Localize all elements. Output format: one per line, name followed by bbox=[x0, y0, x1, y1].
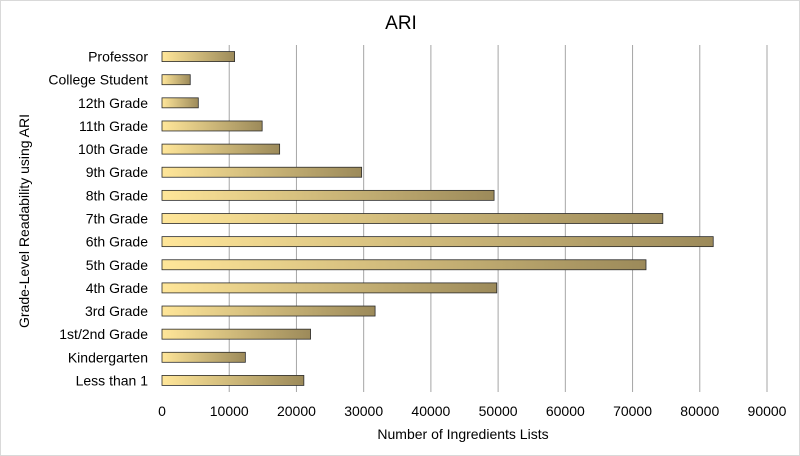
y-tick-label: 1st/2nd Grade bbox=[59, 326, 148, 342]
y-tick-label: 3rd Grade bbox=[85, 303, 148, 319]
bar bbox=[161, 282, 498, 294]
bar bbox=[161, 143, 281, 155]
x-tick-labels: 0 10000 20000 30000 40000 50000 60000 70000 8000… bbox=[158, 403, 787, 419]
x-tick-label: 40000 bbox=[411, 403, 450, 419]
x-tick-label: 50000 bbox=[479, 403, 518, 419]
y-axis-label: Grade-Level Readability using ARI bbox=[16, 114, 32, 328]
bar bbox=[161, 213, 664, 224]
x-tick-label: 0 bbox=[158, 403, 166, 419]
x-tick-label: 60000 bbox=[546, 403, 585, 419]
y-tick-labels: Professor College Student 12th Grade 11th G… bbox=[48, 49, 148, 389]
x-tick-label: 10000 bbox=[210, 403, 249, 419]
y-tick-label: 7th Grade bbox=[86, 211, 148, 227]
bars bbox=[161, 51, 714, 386]
bar bbox=[161, 166, 363, 178]
bar bbox=[161, 51, 235, 62]
x-tick-label: 20000 bbox=[277, 403, 316, 419]
y-tick-label: 11th Grade bbox=[79, 118, 148, 134]
bar bbox=[161, 120, 263, 132]
bar bbox=[161, 74, 191, 86]
bar bbox=[161, 189, 495, 201]
y-tick-label: Professor bbox=[88, 49, 148, 65]
x-tick-label: 30000 bbox=[344, 403, 383, 419]
y-tick-label: College Student bbox=[48, 72, 148, 88]
y-tick-label: Kindergarten bbox=[68, 349, 148, 365]
y-tick-label: 4th Grade bbox=[86, 280, 148, 296]
x-tick-label: 70000 bbox=[613, 403, 652, 419]
y-tick-label: 5th Grade bbox=[86, 257, 148, 273]
bar bbox=[161, 375, 305, 386]
bar bbox=[161, 259, 647, 271]
y-tick-label: 12th Grade bbox=[78, 95, 148, 111]
bar bbox=[161, 351, 246, 363]
y-tick-label: 10th Grade bbox=[78, 141, 148, 157]
y-tick-label: 9th Grade bbox=[86, 164, 148, 180]
y-tick-label: Less than 1 bbox=[76, 372, 149, 388]
bar bbox=[161, 236, 714, 248]
bar bbox=[161, 97, 199, 109]
x-tick-label: 90000 bbox=[748, 403, 787, 419]
y-tick-label: 6th Grade bbox=[86, 234, 148, 250]
x-tick-label: 80000 bbox=[680, 403, 719, 419]
y-tick-label: 8th Grade bbox=[86, 187, 148, 203]
bar bbox=[161, 328, 311, 340]
x-axis-label: Number of Ingredients Lists bbox=[377, 426, 548, 442]
bar bbox=[161, 305, 376, 317]
chart-title: ARI bbox=[385, 13, 417, 34]
